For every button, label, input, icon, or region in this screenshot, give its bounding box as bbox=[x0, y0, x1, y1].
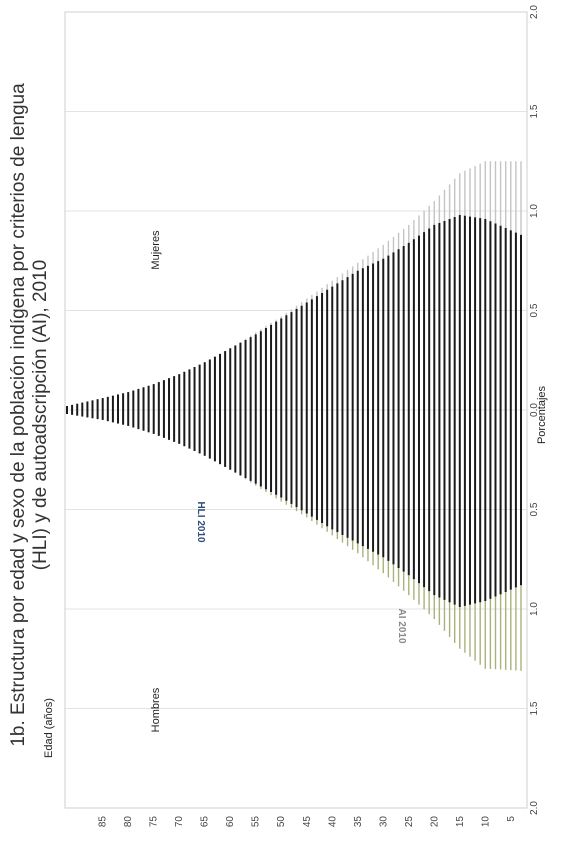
plot-frame bbox=[64, 11, 528, 809]
age-tick-label: 75 bbox=[149, 816, 160, 828]
percent-tick-label: 1.5 bbox=[529, 104, 540, 118]
age-tick-label: 30 bbox=[378, 816, 389, 828]
percent-tick-label: 2.0 bbox=[529, 801, 540, 815]
ai-2010-label: AI 2010 bbox=[396, 608, 407, 643]
age-tick-label: 50 bbox=[276, 816, 287, 828]
age-tick-label: 80 bbox=[123, 816, 134, 828]
percent-tick-label: 1.5 bbox=[529, 701, 540, 715]
chart-title-svg: 1b. Estructura por edad y sexo de la pob… bbox=[8, 83, 51, 747]
age-tick-label: 85 bbox=[98, 816, 109, 828]
hombres-label: Hombres bbox=[150, 687, 162, 732]
age-tick-label: 10 bbox=[480, 816, 491, 828]
age-tick-labels: 5 10 15 20 25 30 35 40 45 50 55 60 65 70 75 80 85 bbox=[98, 816, 517, 828]
percent-tick-label: 2.0 bbox=[529, 5, 540, 19]
age-tick-label: 5 bbox=[506, 816, 517, 822]
age-tick-label: 60 bbox=[225, 816, 236, 828]
age-tick-label: 25 bbox=[404, 816, 415, 828]
x-axis-title: Edad (años) bbox=[43, 698, 55, 758]
age-tick-label: 40 bbox=[327, 816, 338, 828]
percent-tick-label: 1.0 bbox=[529, 204, 540, 218]
percent-tick-label: 0.5 bbox=[529, 303, 540, 317]
percent-tick-label: 0.0 bbox=[529, 403, 540, 417]
mujeres-label: Mujeres bbox=[150, 230, 162, 270]
chart-title-line-2: (HLI) y de autoadscripción (AI), 2010 bbox=[30, 260, 51, 571]
y-axis-title: Porcentajes bbox=[536, 385, 548, 444]
age-tick-label: 15 bbox=[455, 816, 466, 828]
age-tick-label: 65 bbox=[200, 816, 211, 828]
plot-border bbox=[64, 11, 528, 809]
age-tick-label: 70 bbox=[174, 816, 185, 828]
hli-2010-label: HLI 2010 bbox=[195, 501, 206, 543]
hli-2010-bars bbox=[66, 214, 522, 608]
age-tick-label: 20 bbox=[429, 816, 440, 828]
age-tick-label: 35 bbox=[353, 816, 364, 828]
age-tick-label: 55 bbox=[251, 816, 262, 828]
ai-2010-bars bbox=[66, 161, 522, 671]
percent-tick-labels: 2.0 1.5 1.0 0.5 0.0 0.5 1.0 1.5 2.0 bbox=[529, 5, 540, 815]
age-tick-label: 45 bbox=[302, 816, 313, 828]
chart-title-line-1: 1b. Estructura por edad y sexo de la pob… bbox=[8, 83, 29, 747]
percent-tick-label: 1.0 bbox=[529, 602, 540, 616]
percent-tick-label: 0.5 bbox=[529, 502, 540, 516]
